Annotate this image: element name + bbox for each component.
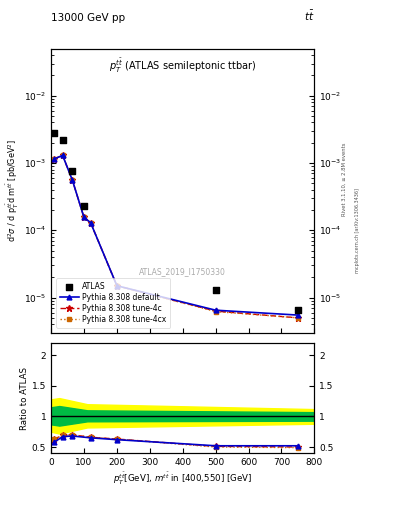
Pythia 8.308 tune-4cx bbox=[82, 215, 86, 221]
Pythia 8.308 tune-4cx bbox=[60, 152, 65, 158]
Line: Pythia 8.308 tune-4c: Pythia 8.308 tune-4c bbox=[51, 152, 301, 321]
Text: mcplots.cern.ch [arXiv:1306.3436]: mcplots.cern.ch [arXiv:1306.3436] bbox=[355, 188, 360, 273]
Pythia 8.308 tune-4cx bbox=[115, 283, 119, 289]
Pythia 8.308 default bbox=[115, 283, 119, 289]
Pythia 8.308 tune-4c bbox=[52, 156, 57, 162]
Pythia 8.308 default bbox=[60, 152, 65, 158]
Pythia 8.308 default bbox=[213, 307, 218, 313]
Pythia 8.308 tune-4cx bbox=[52, 156, 57, 162]
Y-axis label: d$^2\sigma$ / d p$_T^{t\bar{t}}$d m$^{t\bar{t}}$ [pb/GeV$^2$]: d$^2\sigma$ / d p$_T^{t\bar{t}}$d m$^{t\… bbox=[5, 139, 21, 242]
Text: $t\bar{t}$: $t\bar{t}$ bbox=[304, 9, 314, 23]
Legend: ATLAS, Pythia 8.308 default, Pythia 8.308 tune-4c, Pythia 8.308 tune-4cx: ATLAS, Pythia 8.308 default, Pythia 8.30… bbox=[56, 279, 170, 328]
Pythia 8.308 tune-4cx bbox=[88, 220, 93, 226]
Pythia 8.308 tune-4c bbox=[60, 152, 65, 158]
Pythia 8.308 default bbox=[296, 312, 300, 318]
ATLAS bbox=[51, 129, 57, 137]
ATLAS bbox=[59, 136, 66, 144]
Pythia 8.308 default bbox=[70, 177, 75, 183]
Line: Pythia 8.308 default: Pythia 8.308 default bbox=[52, 153, 300, 317]
Pythia 8.308 default bbox=[82, 215, 86, 221]
Line: Pythia 8.308 tune-4cx: Pythia 8.308 tune-4cx bbox=[52, 154, 300, 320]
Pythia 8.308 default bbox=[88, 220, 93, 226]
X-axis label: $p_T^{t\bar{t}}$[GeV], $m^{t\bar{t}}$ in [400,550] [GeV]: $p_T^{t\bar{t}}$[GeV], $m^{t\bar{t}}$ in… bbox=[113, 471, 252, 487]
Pythia 8.308 tune-4c bbox=[296, 315, 300, 321]
ATLAS bbox=[295, 306, 301, 314]
Pythia 8.308 tune-4cx bbox=[213, 309, 218, 315]
ATLAS bbox=[69, 167, 75, 176]
Pythia 8.308 tune-4c bbox=[70, 177, 75, 183]
Pythia 8.308 tune-4cx bbox=[70, 177, 75, 183]
Pythia 8.308 tune-4cx bbox=[296, 315, 300, 321]
ATLAS bbox=[81, 202, 87, 210]
Text: $p_T^{t\bar{t}}$ (ATLAS semileptonic ttbar): $p_T^{t\bar{t}}$ (ATLAS semileptonic ttb… bbox=[109, 57, 256, 75]
Pythia 8.308 default bbox=[52, 156, 57, 162]
Text: 13000 GeV pp: 13000 GeV pp bbox=[51, 13, 125, 23]
Pythia 8.308 tune-4c bbox=[213, 308, 218, 314]
Pythia 8.308 tune-4c bbox=[115, 283, 119, 289]
Pythia 8.308 tune-4c bbox=[88, 220, 93, 226]
ATLAS bbox=[213, 286, 219, 294]
Text: Rivet 3.1.10, ≥ 2.8M events: Rivet 3.1.10, ≥ 2.8M events bbox=[342, 142, 346, 216]
Pythia 8.308 tune-4c bbox=[82, 215, 86, 221]
Y-axis label: Ratio to ATLAS: Ratio to ATLAS bbox=[20, 367, 29, 430]
Text: ATLAS_2019_I1750330: ATLAS_2019_I1750330 bbox=[139, 267, 226, 276]
